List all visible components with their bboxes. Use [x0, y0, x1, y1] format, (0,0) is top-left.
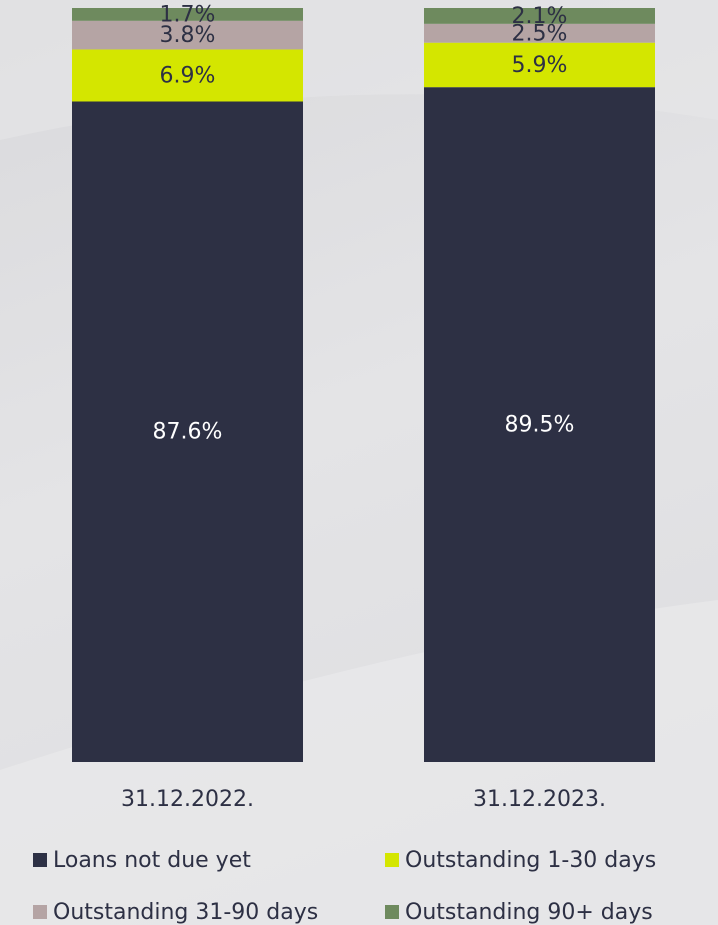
- bar-segment: [424, 23, 655, 43]
- data-label: 87.6%: [153, 420, 223, 445]
- data-label: 5.9%: [512, 53, 568, 78]
- data-label: 3.8%: [160, 23, 216, 48]
- bar-segment: [72, 101, 303, 763]
- data-label: 2.5%: [512, 21, 568, 46]
- legend-swatch: [385, 905, 399, 919]
- legend-swatch: [385, 853, 399, 867]
- bar-segment: [424, 8, 655, 24]
- legend-swatch: [33, 853, 47, 867]
- bar-segment: [424, 87, 655, 763]
- data-label: 89.5%: [505, 413, 575, 438]
- legend-label: Outstanding 90+ days: [405, 900, 653, 925]
- legend-label: Outstanding 31-90 days: [53, 900, 318, 925]
- legend-label: Outstanding 1-30 days: [405, 848, 656, 873]
- data-label: 6.9%: [160, 63, 216, 88]
- bar-segment: [72, 8, 303, 21]
- legend-swatch: [33, 905, 47, 919]
- bar-segment: [72, 20, 303, 50]
- bar-segment: [424, 42, 655, 88]
- data-label: 2.1%: [512, 4, 568, 29]
- x-tick-label: 31.12.2023.: [473, 787, 606, 812]
- data-label: 1.7%: [160, 2, 216, 27]
- legend-label: Loans not due yet: [53, 848, 251, 873]
- x-tick-label: 31.12.2022.: [121, 787, 254, 812]
- bar-segment: [72, 49, 303, 102]
